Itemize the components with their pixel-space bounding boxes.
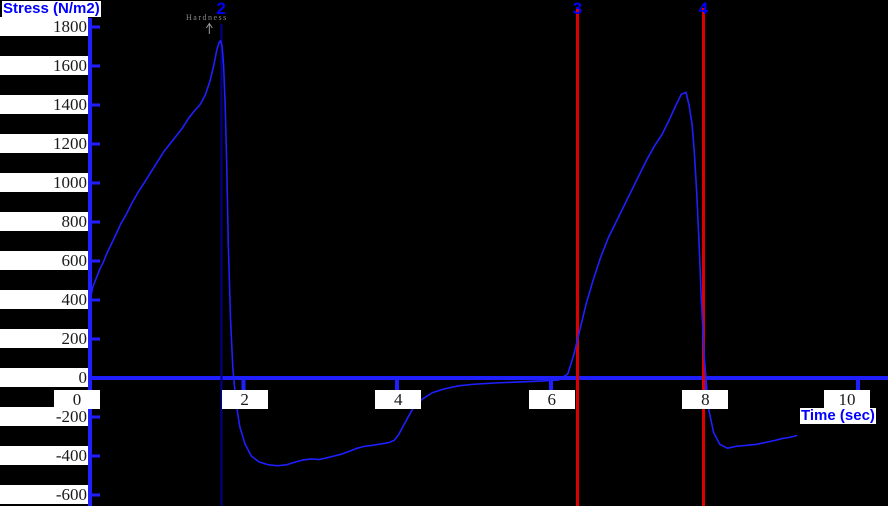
y-tick-label: 1800	[0, 17, 88, 36]
y-tick-label: 400	[0, 290, 88, 309]
data-line-stress	[89, 39, 798, 467]
x-tick-label: 8	[682, 390, 729, 409]
x-tick-label: 2	[221, 390, 268, 409]
peak-marker-label-4: 4	[698, 0, 709, 18]
y-tick-label: -400	[0, 446, 88, 465]
x-tick-label: 10	[824, 390, 870, 409]
y-tick-label: 600	[0, 251, 88, 270]
y-tick-label: 800	[0, 212, 88, 231]
x-axis-title: Time (sec)	[800, 407, 876, 424]
marker-lines-group	[220, 8, 706, 506]
y-tick-label: 0	[0, 368, 88, 387]
y-tick-label: 200	[0, 329, 88, 348]
y-tick-label: -600	[0, 485, 88, 504]
y-tick-label: 1600	[0, 56, 88, 75]
y-axis-title: Stress (N/m2)	[2, 0, 101, 17]
y-tick-label: 1400	[0, 95, 88, 114]
y-tick-label: 1200	[0, 134, 88, 153]
y-tick-label: 1000	[0, 173, 88, 192]
y-tick-label: -200	[0, 407, 88, 426]
peak-marker-label-3: 3	[572, 0, 583, 18]
hardness-annotation-label: Hardness	[186, 13, 228, 22]
hardness-arrow-icon	[205, 22, 213, 34]
x-tick-label: 4	[375, 390, 422, 409]
data-series-group	[89, 39, 798, 467]
annotation-arrow-group	[205, 22, 213, 34]
axes-group	[0, 18, 888, 506]
x-tick-label: 6	[528, 390, 575, 409]
x-tick-label: 0	[54, 390, 100, 409]
peak-marker-label-2: 2	[216, 0, 226, 18]
